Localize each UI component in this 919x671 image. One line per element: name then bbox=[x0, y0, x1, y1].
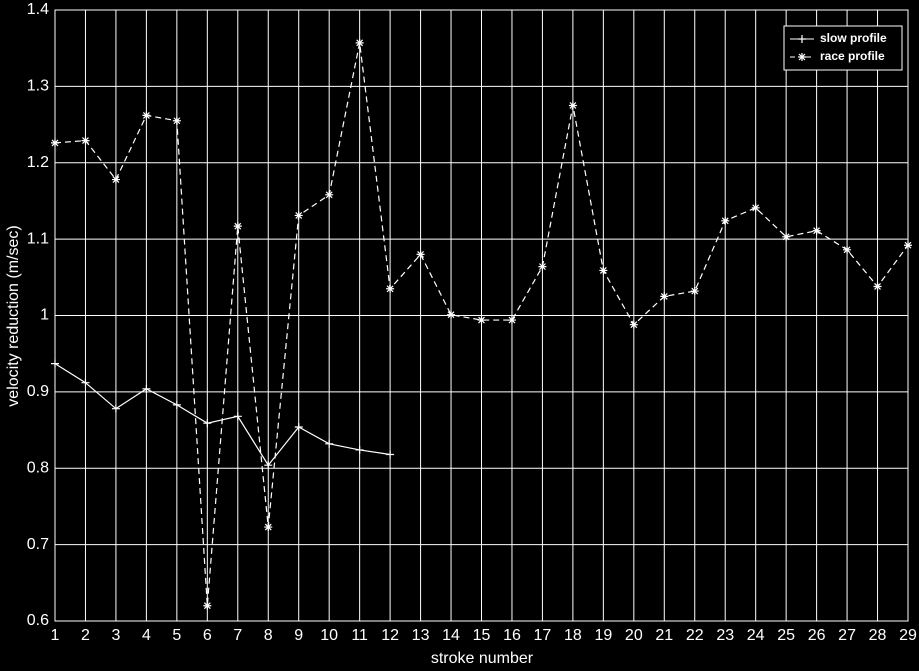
x-tick-label: 3 bbox=[111, 627, 120, 644]
y-tick-label: 0.8 bbox=[27, 459, 49, 476]
marker bbox=[386, 450, 395, 459]
marker bbox=[203, 601, 212, 610]
x-tick-label: 11 bbox=[351, 627, 368, 644]
x-tick-label: 7 bbox=[233, 627, 242, 644]
marker bbox=[812, 226, 821, 235]
marker bbox=[81, 136, 90, 145]
marker bbox=[325, 190, 334, 199]
marker bbox=[721, 216, 730, 225]
x-tick-label: 23 bbox=[716, 627, 734, 644]
marker bbox=[386, 284, 395, 293]
marker bbox=[233, 222, 242, 231]
x-tick-label: 13 bbox=[412, 627, 430, 644]
x-tick-label: 8 bbox=[264, 627, 273, 644]
x-tick-label: 18 bbox=[564, 627, 582, 644]
marker bbox=[51, 138, 59, 147]
x-axis-label: stroke number bbox=[431, 650, 534, 667]
x-tick-label: 2 bbox=[81, 627, 90, 644]
marker bbox=[51, 359, 59, 368]
legend-box bbox=[783, 25, 903, 71]
y-tick-label: 1.2 bbox=[27, 154, 49, 171]
x-tick-label: 29 bbox=[899, 627, 917, 644]
y-tick-label: 0.9 bbox=[27, 383, 49, 400]
x-tick-label: 20 bbox=[625, 627, 643, 644]
x-tick-label: 14 bbox=[442, 627, 460, 644]
y-tick-label: 1.3 bbox=[27, 78, 49, 95]
x-tick-label: 25 bbox=[777, 627, 795, 644]
marker bbox=[873, 282, 882, 291]
marker bbox=[264, 461, 273, 470]
marker bbox=[111, 404, 120, 413]
marker bbox=[904, 241, 912, 250]
legend: slow profile race profile bbox=[783, 25, 903, 71]
marker bbox=[690, 287, 699, 296]
x-tick-label: 1 bbox=[51, 627, 60, 644]
marker bbox=[568, 101, 577, 110]
marker bbox=[477, 316, 486, 325]
marker bbox=[264, 523, 273, 532]
y-tick-label: 1 bbox=[40, 307, 49, 324]
marker bbox=[325, 439, 334, 448]
marker bbox=[172, 400, 181, 409]
marker bbox=[172, 116, 181, 125]
x-tick-label: 9 bbox=[294, 627, 303, 644]
marker bbox=[416, 250, 425, 259]
marker bbox=[660, 292, 669, 301]
x-tick-label: 15 bbox=[473, 627, 491, 644]
y-axis-label: velocity reduction (m/sec) bbox=[5, 225, 22, 406]
x-tick-label: 24 bbox=[747, 627, 765, 644]
marker bbox=[782, 232, 791, 241]
y-tick-label: 0.7 bbox=[27, 536, 49, 553]
x-tick-label: 28 bbox=[869, 627, 887, 644]
x-tick-label: 27 bbox=[838, 627, 856, 644]
marker bbox=[203, 419, 212, 428]
x-tick-label: 19 bbox=[594, 627, 612, 644]
plot-frame bbox=[54, 9, 909, 622]
marker bbox=[355, 38, 364, 47]
x-tick-label: 16 bbox=[503, 627, 521, 644]
x-tick-label: 26 bbox=[808, 627, 826, 644]
y-tick-label: 0.6 bbox=[27, 612, 49, 629]
marker bbox=[142, 111, 151, 120]
marker bbox=[81, 378, 90, 387]
legend-label: slow profile bbox=[820, 31, 887, 45]
x-tick-label: 22 bbox=[686, 627, 704, 644]
legend-label: race profile bbox=[820, 49, 885, 63]
marker bbox=[798, 53, 806, 61]
marker bbox=[294, 211, 303, 220]
marker bbox=[233, 412, 242, 421]
x-tick-label: 17 bbox=[534, 627, 552, 644]
marker bbox=[111, 175, 120, 184]
marker bbox=[843, 245, 852, 254]
series-line bbox=[54, 363, 391, 467]
marker bbox=[355, 445, 364, 454]
marker bbox=[629, 320, 638, 329]
x-tick-label: 10 bbox=[320, 627, 338, 644]
marker bbox=[599, 266, 608, 275]
y-tick-label: 1.4 bbox=[27, 1, 49, 18]
series-line bbox=[54, 42, 909, 606]
x-tick-label: 12 bbox=[381, 627, 399, 644]
x-tick-label: 21 bbox=[655, 627, 673, 644]
marker bbox=[538, 262, 547, 271]
x-tick-label: 4 bbox=[142, 627, 151, 644]
y-tick-label: 1.1 bbox=[27, 230, 49, 247]
marker bbox=[798, 35, 806, 43]
marker bbox=[751, 203, 760, 212]
x-tick-label: 5 bbox=[172, 627, 181, 644]
x-tick-label: 6 bbox=[203, 627, 212, 644]
marker bbox=[507, 316, 516, 325]
marker bbox=[294, 423, 303, 432]
marker bbox=[142, 384, 151, 393]
marker bbox=[447, 310, 456, 319]
